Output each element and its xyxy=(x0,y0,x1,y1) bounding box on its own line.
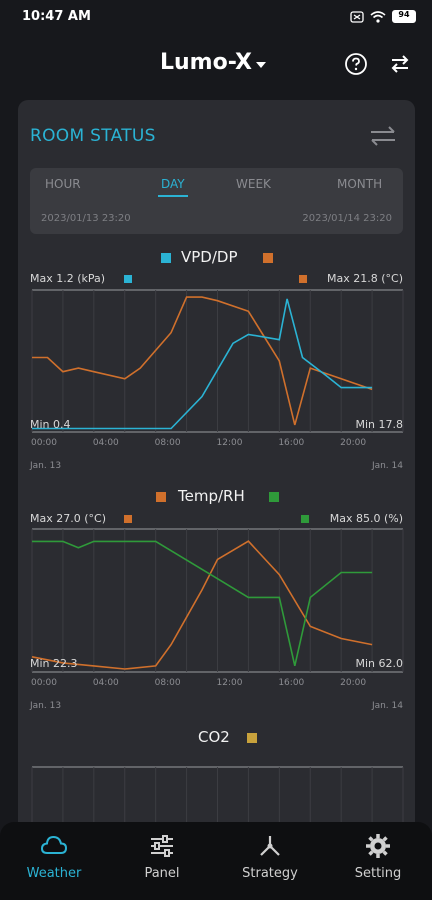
vpd-max-swatch xyxy=(124,275,132,283)
tab-month[interactable]: MONTH xyxy=(337,177,383,191)
active-tab-indicator xyxy=(158,195,188,197)
status-icons: 94 xyxy=(350,10,416,23)
refresh-icon[interactable] xyxy=(367,122,399,150)
range-end: 2023/01/14 23:20 xyxy=(302,213,392,224)
x-tick-label: 04:00 xyxy=(92,438,119,448)
cloud-icon xyxy=(40,835,68,854)
x-tick-label: 12:00 xyxy=(216,438,243,448)
vpd-dp-title-row: VPD/DP xyxy=(18,248,415,268)
strategy-icon xyxy=(260,836,280,856)
chevron-down-icon[interactable] xyxy=(256,62,266,68)
switch-icon[interactable] xyxy=(388,52,412,76)
nav-label: Setting xyxy=(354,866,402,881)
x-tick-label: 16:00 xyxy=(278,678,305,688)
rh-max-swatch xyxy=(301,515,309,523)
series-line-dp xyxy=(32,296,373,426)
co2-legend-swatch xyxy=(247,733,257,743)
time-range-selector: HOUR DAY WEEK MONTH 2023/01/13 23:20 202… xyxy=(30,168,403,234)
bottom-nav: Weather Panel Strategy Setting xyxy=(0,822,432,900)
date-start: Jan. 13 xyxy=(30,701,62,711)
dp-max-swatch xyxy=(299,275,307,283)
x-tick-label: 08:00 xyxy=(154,678,181,688)
right-min-label: Min 62.0 xyxy=(355,657,403,670)
vpd-dp-chart xyxy=(31,289,404,433)
sliders-icon xyxy=(151,835,173,857)
left-max-label: Max 1.2 (kPa) xyxy=(30,272,106,285)
right-max-label: Max 21.8 (°C) xyxy=(327,272,403,285)
rh-legend-swatch xyxy=(269,492,279,502)
nav-panel[interactable]: Panel xyxy=(108,830,216,890)
nav-strategy[interactable]: Strategy xyxy=(216,830,324,890)
right-max-label: Max 85.0 (%) xyxy=(329,512,403,525)
chart-title: VPD/DP xyxy=(181,248,238,266)
temp-rh-title-row: Temp/RH xyxy=(18,487,415,507)
x-tick-label: 20:00 xyxy=(340,678,367,688)
nav-label: Strategy xyxy=(242,866,298,881)
room-status-card: ROOM STATUS HOUR DAY WEEK MONTH 2023/01/… xyxy=(18,100,415,900)
right-min-label: Min 17.8 xyxy=(355,418,403,431)
date-end: Jan. 14 xyxy=(371,461,403,471)
range-start: 2023/01/13 23:20 xyxy=(41,213,131,224)
date-start: Jan. 13 xyxy=(30,461,62,471)
date-end: Jan. 14 xyxy=(371,701,403,711)
series-line-rh xyxy=(32,540,373,666)
x-tick-label: 04:00 xyxy=(92,678,119,688)
x-tick-label: 16:00 xyxy=(278,438,305,448)
left-min-label: Min 0.4 xyxy=(30,418,71,431)
tab-week[interactable]: WEEK xyxy=(236,177,271,191)
x-tick-label: 00:00 xyxy=(31,438,57,448)
dp-legend-swatch xyxy=(263,253,273,263)
battery-icon: 94 xyxy=(392,10,416,23)
nav-weather[interactable]: Weather xyxy=(0,830,108,890)
x-tick-label: 08:00 xyxy=(154,438,181,448)
co2-title-row: CO2 xyxy=(18,728,415,748)
status-bar: 10:47 AM 94 xyxy=(0,0,432,36)
left-min-label: Min 22.3 xyxy=(30,657,78,670)
wifi-icon xyxy=(370,10,386,23)
gear-icon xyxy=(366,834,390,858)
left-max-label: Max 27.0 (°C) xyxy=(30,512,106,525)
tab-day[interactable]: DAY xyxy=(161,177,185,191)
app-header: Lumo-X xyxy=(0,40,432,88)
nav-setting[interactable]: Setting xyxy=(324,830,432,890)
nav-label: Panel xyxy=(144,866,180,881)
series-line-vpd xyxy=(32,298,373,430)
card-title: ROOM STATUS xyxy=(30,126,156,146)
temp-max-swatch xyxy=(124,515,132,523)
nav-label: Weather xyxy=(26,866,82,881)
device-title[interactable]: Lumo-X xyxy=(160,50,253,75)
temp-rh-chart xyxy=(31,528,404,673)
status-time: 10:47 AM xyxy=(22,9,91,24)
silent-icon xyxy=(350,10,364,23)
x-tick-label: 00:00 xyxy=(31,678,57,688)
x-tick-label: 20:00 xyxy=(340,438,367,448)
battery-level: 94 xyxy=(398,10,410,19)
vpd-legend-swatch xyxy=(161,253,171,263)
help-icon[interactable] xyxy=(344,52,368,76)
tab-hour[interactable]: HOUR xyxy=(45,177,81,191)
series-line-temp xyxy=(31,540,373,670)
x-tick-label: 12:00 xyxy=(216,678,243,688)
chart-title: CO2 xyxy=(198,728,230,746)
chart-title: Temp/RH xyxy=(178,487,245,505)
temp-legend-swatch xyxy=(156,492,166,502)
co2-chart xyxy=(31,766,404,825)
